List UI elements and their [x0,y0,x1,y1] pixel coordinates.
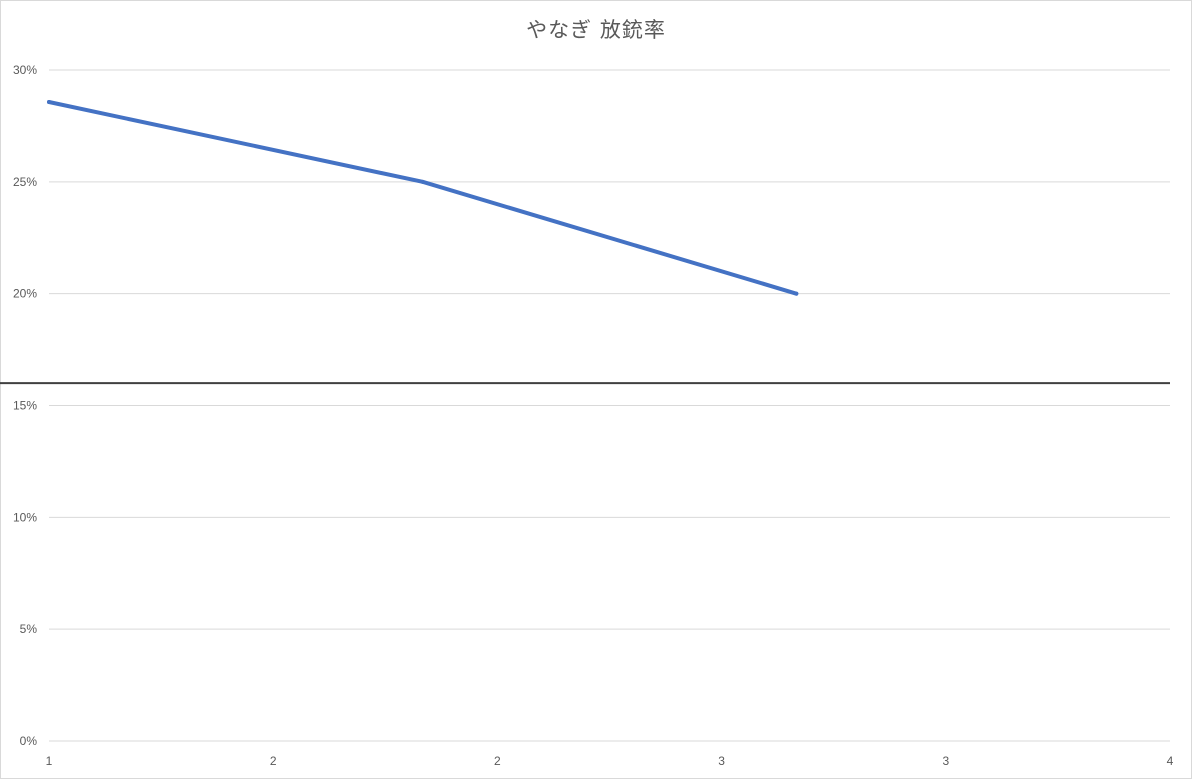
y-tick-label: 5% [20,622,38,636]
y-tick-label: 10% [13,510,37,524]
y-axis-tick-labels: 0% 5% 10% 15% 20% 25% 30% [13,63,37,748]
y-tick-label: 30% [13,63,37,77]
y-tick-label: 0% [20,734,38,748]
x-tick-label: 2 [494,754,501,768]
x-tick-label: 3 [718,754,725,768]
x-axis-tick-labels: 1 2 2 3 3 4 [46,754,1174,768]
chart-title: やなぎ 放銃率 [526,18,666,42]
series-line [47,99,799,296]
y-tick-label: 25% [13,175,37,189]
data-point [420,179,425,184]
x-tick-label: 4 [1167,754,1174,768]
x-tick-label: 1 [46,754,53,768]
series-group [47,99,799,296]
data-point [47,99,51,104]
data-point [794,291,799,296]
y-tick-label: 20% [13,287,37,301]
gridlines [49,69,1170,742]
y-tick-label: 15% [13,399,37,413]
x-tick-label: 2 [270,754,277,768]
x-tick-label: 3 [942,754,949,768]
